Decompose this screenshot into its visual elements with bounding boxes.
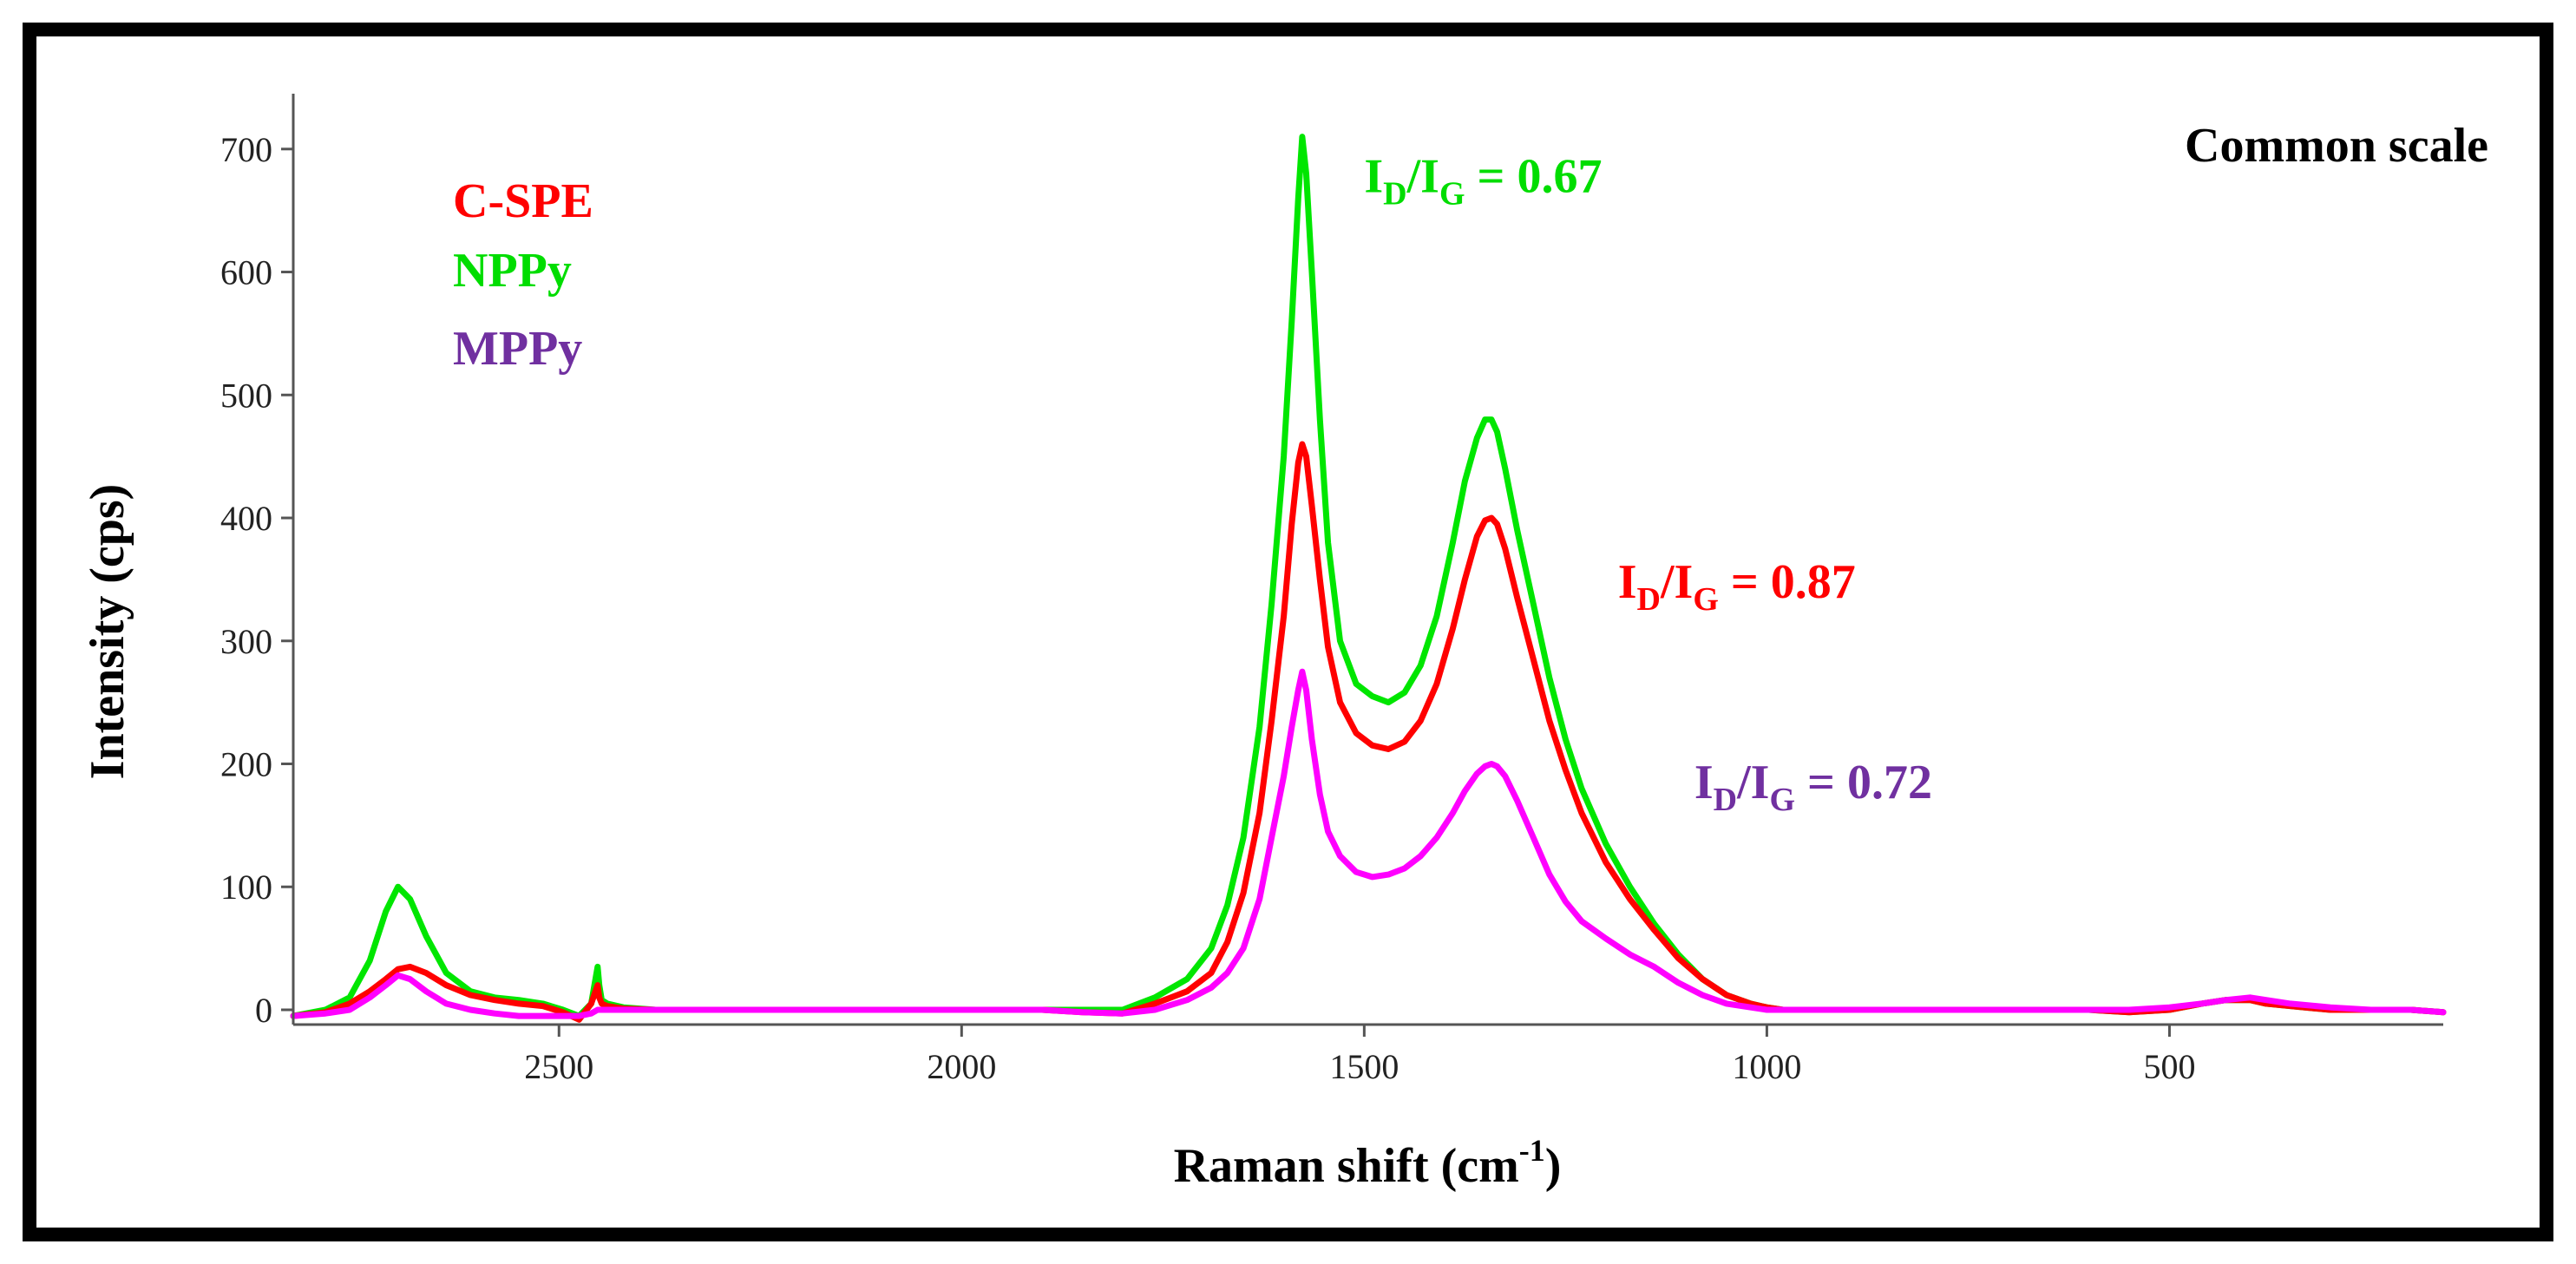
y-ticks: 0 100 200 300 400 500 600 700	[220, 130, 293, 1030]
y-tick-label: 400	[220, 499, 272, 538]
legend: C-SPE NPPy MPPy	[453, 174, 593, 376]
ratio-part-sub2: G	[1769, 782, 1795, 818]
id-ig-ratio-c-spe: ID/IG = 0.87	[1618, 555, 1856, 618]
ratio-part-sub1: D	[1383, 175, 1406, 212]
x-tick-label: 1000	[1732, 1047, 1801, 1086]
ratio-part-prefix: I	[1364, 149, 1383, 203]
series-group	[290, 134, 2447, 1023]
ratio-part-sub2: G	[1693, 581, 1719, 618]
x-tick-label: 1500	[1329, 1047, 1399, 1086]
ratio-part-mid: /I	[1736, 756, 1769, 809]
x-axis-title-superscript: -1	[1519, 1133, 1545, 1168]
series-line-mppy	[290, 668, 2447, 1019]
y-tick-label: 0	[255, 991, 272, 1030]
x-tick-label: 2500	[524, 1047, 593, 1086]
legend-item-mppy: MPPy	[453, 322, 582, 376]
y-tick-label: 600	[220, 253, 272, 292]
y-tick-label: 100	[220, 868, 272, 907]
x-axis-title: Raman shift (cm-1)	[1174, 1133, 1562, 1193]
figure-frame	[23, 23, 2553, 1241]
x-axis-title-close: )	[1545, 1139, 1562, 1193]
y-tick-label: 300	[220, 622, 272, 661]
chart-title: Common scale	[2185, 119, 2488, 173]
x-tick-label: 2000	[927, 1047, 996, 1086]
ratio-part-text: = 0.72	[1795, 756, 1932, 809]
x-tick-label: 500	[2143, 1047, 2195, 1086]
ratio-part-sub2: G	[1439, 175, 1465, 212]
ratio-part-sub1: D	[1714, 782, 1737, 818]
ratio-part-prefix: I	[1618, 555, 1637, 609]
legend-item-nppy: NPPy	[453, 244, 572, 298]
ratio-part-prefix: I	[1694, 756, 1714, 809]
id-ig-ratio-mppy: ID/IG = 0.72	[1694, 756, 1932, 818]
x-axis-title-main: Raman shift (cm	[1174, 1139, 1519, 1193]
y-axis-title: Intensity (cps)	[81, 484, 134, 780]
y-tick-label: 700	[220, 130, 272, 169]
y-tick-label: 200	[220, 745, 272, 784]
y-tick-label: 500	[220, 376, 272, 415]
legend-item-c-spe: C-SPE	[453, 174, 593, 228]
ratio-part-text: = 0.67	[1465, 149, 1603, 203]
id-ig-ratio-nppy: ID/IG = 0.67	[1364, 149, 1602, 212]
ratio-part-mid: /I	[1406, 149, 1439, 203]
ratio-part-text: = 0.87	[1719, 555, 1856, 609]
ratio-part-mid: /I	[1660, 555, 1693, 609]
ratio-part-sub1: D	[1637, 581, 1661, 618]
x-ticks: 2500 2000 1500 1000 500	[524, 1025, 2195, 1086]
